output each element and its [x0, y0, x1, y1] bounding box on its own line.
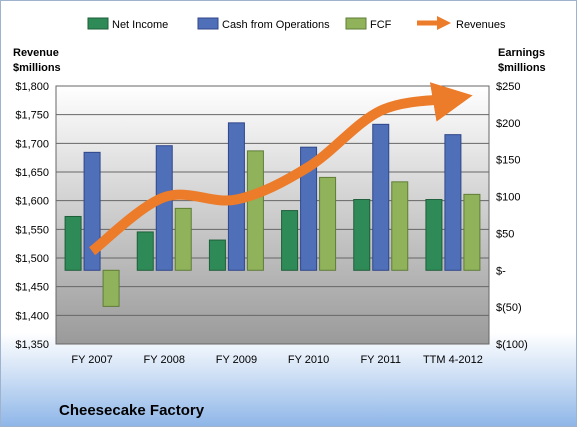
category-label: FY 2008 — [144, 354, 185, 366]
legend-swatch-net-income — [87, 17, 109, 30]
gridlines — [55, 85, 490, 345]
right-tick-label: $(100) — [496, 339, 528, 351]
right-axis-ticks: $(100) $(50) $- $50 $100 $150 $200 $250 — [496, 81, 528, 351]
category-label: FY 2010 — [288, 354, 329, 366]
legend-label-revenues: Revenues — [456, 19, 506, 31]
legend-swatch-cash-from-operations — [197, 17, 219, 30]
legend: Net Income Cash from Operations FCF Reve… — [87, 16, 506, 31]
left-tick-label: $1,550 — [15, 224, 49, 236]
legend-label-net-income: Net Income — [112, 19, 168, 31]
left-tick-label: $1,650 — [15, 167, 49, 179]
revenue-line-group — [88, 82, 473, 256]
right-tick-label: $200 — [496, 118, 520, 130]
bar-net-income — [281, 210, 299, 271]
right-axis-title-line1: Earnings — [498, 47, 545, 59]
bar-fcf — [174, 207, 192, 271]
revenue-line — [88, 82, 473, 256]
bar-cash-from-operations — [300, 146, 318, 271]
bar-fcf — [102, 269, 120, 307]
left-tick-label: $1,500 — [15, 253, 49, 265]
category-label: FY 2007 — [71, 354, 112, 366]
bar-net-income — [136, 231, 154, 271]
right-tick-label: $150 — [496, 155, 520, 167]
right-axis-title-line2: $millions — [498, 62, 546, 74]
left-axis-title-line2: $millions — [13, 62, 61, 74]
category-label: FY 2011 — [360, 354, 401, 366]
left-axis-ticks: $1,350 $1,400 $1,450 $1,500 $1,550 $1,600 $1,6… — [15, 81, 49, 351]
left-tick-label: $1,700 — [15, 138, 49, 150]
bar-fcf — [246, 150, 264, 271]
bar-fcf — [319, 176, 337, 271]
bar-fcf — [391, 181, 409, 271]
bar-net-income — [353, 199, 371, 271]
left-tick-label: $1,600 — [15, 196, 49, 208]
legend-swatch-fcf — [345, 17, 367, 30]
bar-net-income — [64, 215, 82, 271]
plot-border — [55, 85, 490, 345]
left-tick-label: $1,800 — [15, 81, 49, 93]
legend-label-cash-from-operations: Cash from Operations — [222, 19, 330, 31]
category-labels: FY 2007 FY 2008 FY 2009 FY 2010 FY 2011 TTM 4… — [71, 354, 482, 366]
category-label: FY 2009 — [216, 354, 257, 366]
right-tick-label: $- — [496, 265, 506, 277]
right-tick-label: $250 — [496, 81, 520, 93]
bar-fcf — [463, 193, 481, 271]
left-tick-label: $1,450 — [15, 282, 49, 294]
bar-cash-from-operations — [83, 151, 101, 271]
legend-label-fcf: FCF — [370, 19, 392, 31]
right-tick-label: $(50) — [496, 302, 522, 314]
legend-arrowhead-revenues — [437, 16, 451, 30]
bar-cash-from-operations — [155, 145, 173, 271]
bar-net-income — [208, 239, 226, 271]
right-tick-label: $50 — [496, 228, 514, 240]
bar-cash-from-operations — [444, 134, 462, 271]
left-tick-label: $1,750 — [15, 110, 49, 122]
bars — [64, 122, 481, 307]
left-tick-label: $1,350 — [15, 339, 49, 351]
left-tick-label: $1,400 — [15, 310, 49, 322]
plot-area — [56, 86, 489, 344]
company-name: Cheesecake Factory — [59, 402, 205, 419]
left-axis-title-line1: Revenue — [13, 47, 59, 59]
bar-net-income — [425, 199, 443, 271]
right-tick-label: $100 — [496, 192, 520, 204]
bar-cash-from-operations — [372, 123, 390, 271]
category-label: TTM 4-2012 — [423, 354, 483, 366]
